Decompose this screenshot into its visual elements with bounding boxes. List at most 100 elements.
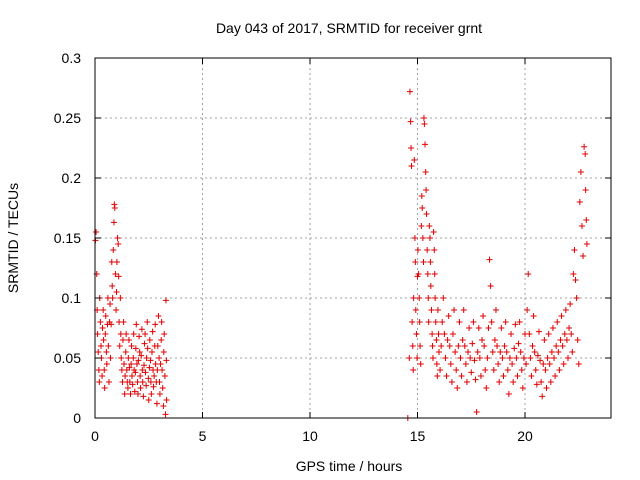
data-point bbox=[508, 331, 515, 337]
data-point bbox=[487, 283, 494, 289]
data-point bbox=[129, 381, 136, 388]
data-point bbox=[146, 337, 153, 343]
data-point bbox=[542, 367, 549, 373]
x-tick-label: 20 bbox=[517, 428, 533, 444]
data-point bbox=[158, 337, 165, 343]
data-point bbox=[107, 355, 114, 361]
data-point bbox=[558, 313, 565, 319]
data-point bbox=[506, 355, 513, 361]
data-point bbox=[434, 307, 441, 313]
data-point bbox=[99, 325, 106, 331]
data-point bbox=[553, 343, 560, 349]
data-point bbox=[574, 337, 581, 343]
data-point bbox=[462, 361, 469, 367]
data-point bbox=[582, 187, 589, 193]
data-point bbox=[541, 337, 548, 343]
data-point bbox=[583, 217, 590, 223]
data-point bbox=[423, 211, 430, 217]
data-point bbox=[523, 361, 530, 367]
data-point bbox=[454, 385, 461, 391]
data-point bbox=[406, 355, 413, 361]
data-point bbox=[437, 367, 444, 373]
data-point bbox=[162, 411, 169, 418]
y-tick-label: 0.25 bbox=[54, 110, 81, 126]
data-point bbox=[416, 319, 423, 325]
data-point bbox=[127, 391, 134, 397]
plot-frame bbox=[94, 57, 612, 419]
grid-lines bbox=[95, 58, 611, 418]
data-point bbox=[148, 349, 155, 355]
data-point bbox=[418, 193, 425, 199]
data-point bbox=[138, 326, 145, 333]
data-point bbox=[419, 205, 426, 211]
data-point bbox=[445, 313, 452, 319]
x-tick-label: 10 bbox=[302, 428, 318, 444]
data-point bbox=[113, 259, 120, 265]
data-point bbox=[95, 367, 102, 373]
data-point bbox=[136, 349, 143, 355]
data-point bbox=[103, 349, 110, 355]
data-point bbox=[425, 319, 432, 325]
data-point bbox=[442, 355, 449, 361]
data-point bbox=[451, 307, 458, 313]
data-point bbox=[157, 361, 164, 367]
data-point bbox=[412, 307, 419, 313]
data-point bbox=[503, 349, 510, 355]
data-point bbox=[422, 169, 429, 175]
data-point bbox=[554, 319, 561, 325]
data-point bbox=[539, 393, 546, 400]
data-point bbox=[145, 397, 152, 403]
data-point bbox=[103, 361, 110, 367]
data-points bbox=[92, 88, 590, 421]
data-point bbox=[161, 373, 168, 379]
data-point bbox=[142, 331, 149, 337]
data-point bbox=[412, 259, 419, 265]
data-point bbox=[436, 349, 442, 355]
data-point bbox=[154, 343, 161, 349]
data-point bbox=[496, 379, 503, 385]
data-point bbox=[551, 355, 558, 361]
data-point bbox=[480, 313, 487, 319]
data-point bbox=[568, 331, 575, 337]
data-point bbox=[102, 313, 109, 319]
data-point bbox=[540, 361, 547, 367]
y-tick-label: 0 bbox=[73, 410, 81, 426]
data-point bbox=[519, 385, 526, 391]
data-point bbox=[438, 343, 445, 349]
data-point bbox=[471, 357, 478, 364]
data-point bbox=[429, 355, 436, 361]
data-point bbox=[156, 355, 163, 361]
data-point bbox=[431, 271, 438, 277]
data-point bbox=[428, 307, 435, 313]
data-point bbox=[432, 295, 439, 301]
data-point bbox=[477, 373, 484, 379]
data-point bbox=[408, 163, 415, 169]
data-point bbox=[160, 349, 167, 355]
data-point bbox=[109, 283, 116, 289]
data-point bbox=[117, 331, 124, 337]
data-point bbox=[577, 169, 584, 175]
data-point bbox=[448, 379, 455, 385]
data-point bbox=[150, 383, 157, 390]
data-point bbox=[583, 241, 590, 247]
data-point bbox=[115, 273, 122, 280]
data-point bbox=[101, 385, 108, 391]
data-point bbox=[457, 355, 464, 361]
data-point bbox=[420, 115, 427, 121]
data-point bbox=[111, 205, 118, 211]
data-point bbox=[411, 157, 418, 163]
data-point bbox=[411, 235, 418, 241]
data-point bbox=[495, 361, 502, 367]
data-point bbox=[535, 328, 542, 335]
data-point bbox=[466, 325, 473, 331]
data-point bbox=[108, 259, 115, 265]
data-point bbox=[512, 321, 519, 328]
data-point bbox=[456, 319, 463, 325]
data-point bbox=[112, 271, 119, 277]
data-point bbox=[433, 361, 440, 367]
data-point bbox=[133, 361, 140, 367]
data-point bbox=[423, 187, 430, 193]
data-point bbox=[135, 357, 142, 364]
data-point bbox=[420, 259, 427, 265]
data-point bbox=[570, 271, 577, 277]
